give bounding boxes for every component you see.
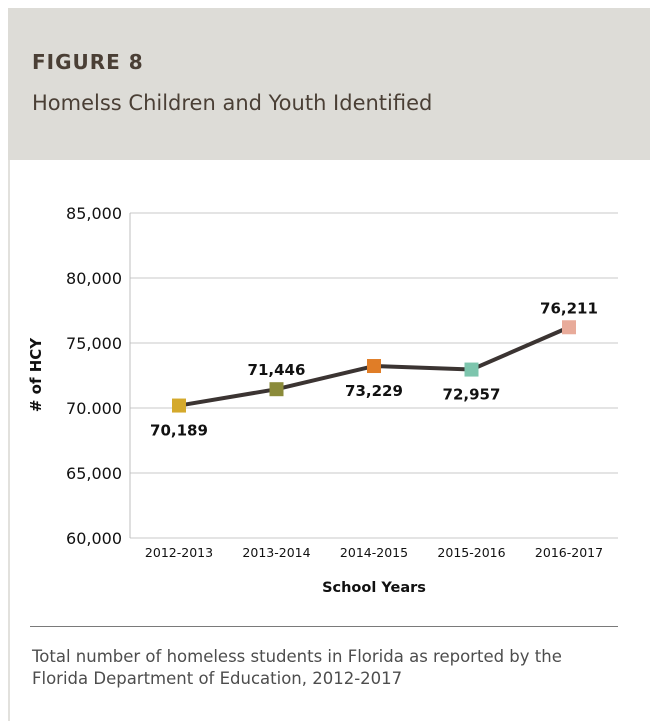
y-axis-ticks: 60,000 65,000 70.000 75,000 80,000 85,000 — [66, 204, 122, 548]
x-tick-label: 2015-2016 — [437, 545, 505, 560]
data-label: 76,211 — [540, 299, 598, 317]
x-axis-title: School Years — [322, 580, 426, 596]
data-labels: 70,189 71,446 73,229 72,957 76,211 — [150, 299, 598, 439]
data-marker — [269, 382, 284, 397]
data-label: 73,229 — [345, 382, 403, 400]
data-label: 71,446 — [248, 361, 306, 379]
data-marker — [367, 359, 381, 374]
data-label: 70,189 — [150, 422, 208, 440]
y-tick-label: 60,000 — [66, 529, 122, 548]
x-tick-label: 2014-2015 — [340, 545, 408, 560]
y-tick-label: 75,000 — [66, 334, 122, 353]
figure-header — [8, 8, 650, 160]
x-axis-ticks: 2012-2013 2013-2014 2014-2015 2015-2016 2016… — [145, 545, 603, 560]
gridlines — [130, 212, 618, 539]
data-markers — [172, 320, 576, 413]
y-axis-title: # of HCY — [27, 337, 45, 412]
figure-caption: Total number of homeless students in Flo… — [32, 647, 562, 688]
x-tick-label: 2013-2014 — [242, 545, 310, 560]
y-tick-label: 85,000 — [66, 204, 122, 223]
y-tick-label: 80,000 — [66, 269, 122, 288]
caption-divider — [30, 626, 618, 627]
data-marker — [464, 362, 479, 377]
x-tick-label: 2012-2013 — [145, 545, 213, 560]
y-tick-label: 70.000 — [66, 399, 122, 418]
y-tick-label: 65,000 — [66, 464, 122, 483]
data-marker — [172, 398, 186, 413]
x-tick-label: 2016-2017 — [535, 545, 603, 560]
data-marker — [562, 320, 576, 335]
data-label: 72,957 — [443, 386, 501, 404]
figure-number: FIGURE 8 — [32, 50, 144, 74]
figure-title: Homelss Children and Youth Identified — [32, 91, 433, 115]
